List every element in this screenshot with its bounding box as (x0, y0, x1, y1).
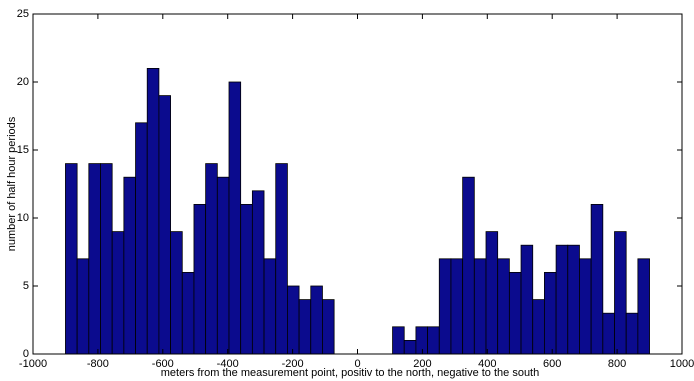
bar (65, 163, 78, 355)
bar (637, 258, 650, 355)
bar (100, 163, 113, 355)
bar (240, 203, 253, 355)
bar (427, 326, 440, 355)
bar (111, 231, 125, 355)
bar (590, 203, 604, 355)
x-tick-label: 0 (354, 358, 360, 370)
bar (88, 163, 101, 355)
y-tick-label: 20 (17, 76, 29, 88)
y-tick-label: 25 (17, 8, 29, 20)
x-tick-label: 600 (543, 358, 561, 370)
y-tick-label: 10 (17, 212, 29, 224)
x-tick-label: -1000 (19, 358, 47, 370)
bar (555, 244, 569, 355)
bar (310, 285, 323, 355)
bar (170, 231, 183, 355)
bar (485, 231, 499, 355)
y-tick-label: 5 (23, 280, 29, 292)
bar (520, 244, 534, 355)
x-tick-label: -600 (152, 358, 174, 370)
bar (135, 122, 148, 355)
bar (216, 176, 230, 355)
bar (438, 258, 452, 355)
bar (322, 299, 335, 355)
x-tick-label: 400 (478, 358, 496, 370)
bar (251, 190, 265, 355)
bar (625, 312, 639, 355)
bar (403, 339, 417, 355)
bar (567, 244, 580, 355)
bar (392, 326, 405, 355)
x-axis-label: meters from the measurement point, posit… (161, 367, 539, 379)
bar (181, 271, 195, 355)
x-tick-label: -800 (87, 358, 109, 370)
bar (415, 326, 428, 355)
x-tick-label: -400 (217, 358, 239, 370)
x-tick-label: -200 (282, 358, 304, 370)
bar (123, 176, 136, 355)
bar (146, 68, 160, 355)
bar (532, 299, 545, 355)
bar (508, 271, 522, 355)
bar (579, 258, 592, 355)
x-tick-label: 1000 (670, 358, 694, 370)
bar (205, 163, 218, 355)
bar (473, 258, 487, 355)
y-axis-label: number of half hour periods (6, 116, 18, 251)
bar (228, 81, 242, 355)
bar (462, 176, 475, 355)
bar (158, 95, 171, 355)
bar (298, 299, 312, 355)
bar (450, 258, 464, 355)
bar (544, 271, 557, 355)
y-tick-label: 0 (23, 348, 29, 360)
bar (497, 258, 510, 355)
bar (193, 203, 207, 355)
bar (263, 258, 277, 355)
bar (614, 231, 627, 355)
bar (602, 312, 615, 355)
bar (287, 285, 300, 355)
x-tick-label: 800 (608, 358, 626, 370)
y-tick-label: 15 (17, 144, 29, 156)
x-tick-label: 200 (413, 358, 431, 370)
bar (76, 258, 90, 355)
bar (275, 163, 288, 355)
